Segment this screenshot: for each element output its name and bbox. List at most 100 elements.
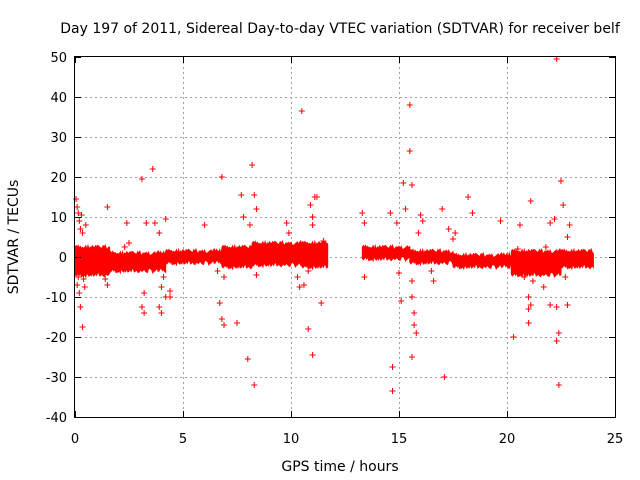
data-point — [221, 274, 228, 280]
data-point — [393, 220, 400, 226]
data-point — [167, 288, 174, 294]
data-point — [141, 310, 148, 316]
data-point — [568, 256, 575, 262]
data-point — [82, 222, 89, 228]
data-point — [558, 178, 564, 184]
data-point — [81, 284, 88, 290]
data-point — [285, 230, 292, 236]
y-tick-label: -10 — [46, 291, 67, 306]
data-point — [389, 364, 396, 370]
plot-frame — [74, 56, 616, 418]
axis-ticks: 0 5 10 15 20 25 -40 -30 -20 -10 0 10 20 30 40 50 — [46, 51, 624, 447]
data-point — [309, 222, 316, 228]
data-point — [143, 220, 150, 226]
data-point — [251, 382, 258, 388]
data-point — [73, 196, 80, 202]
data-point — [156, 304, 163, 310]
data-point — [445, 226, 452, 232]
data-point — [296, 284, 303, 290]
data-point — [104, 282, 111, 288]
data-point — [525, 306, 532, 312]
y-tick-label: -20 — [46, 331, 67, 346]
data-point — [415, 230, 422, 236]
dense-data-band — [301, 239, 329, 271]
data-point — [141, 290, 148, 296]
data-point — [234, 320, 240, 326]
data-point — [411, 310, 418, 316]
data-point — [406, 102, 413, 108]
data-point — [545, 252, 552, 258]
data-point — [160, 274, 167, 280]
data-point — [398, 298, 405, 304]
data-point — [253, 272, 260, 278]
data-point — [361, 274, 368, 280]
data-point — [305, 326, 312, 332]
data-point — [452, 230, 459, 236]
data-point — [553, 338, 560, 344]
x-tick-label: 15 — [391, 432, 408, 447]
data-point — [361, 220, 368, 226]
data-point — [244, 356, 251, 362]
data-point — [104, 204, 111, 210]
data-point — [106, 262, 113, 268]
data-point — [402, 206, 409, 212]
data-point — [441, 374, 448, 380]
data-point — [309, 352, 316, 358]
data-point — [75, 210, 82, 216]
data-point — [158, 310, 165, 316]
data-point — [564, 302, 571, 308]
chart-title: Day 197 of 2011, Sidereal Day-to-day VTE… — [60, 21, 621, 37]
data-point — [251, 192, 258, 198]
data-point — [408, 294, 415, 300]
data-point — [307, 202, 314, 208]
data-point — [359, 210, 366, 216]
data-point — [78, 266, 85, 272]
dense-data-band — [74, 243, 111, 279]
data-point — [218, 316, 225, 322]
data-point — [536, 270, 543, 276]
data-point — [246, 222, 253, 228]
data-point — [305, 268, 312, 274]
data-point — [77, 304, 84, 310]
dense-data-band — [361, 243, 411, 263]
dense-data-band — [165, 247, 223, 267]
data-point — [396, 270, 402, 276]
data-point — [408, 182, 415, 188]
y-tick-label: 10 — [50, 211, 67, 226]
x-tick-label: 25 — [607, 432, 624, 447]
data-point — [121, 244, 128, 250]
data-point — [253, 206, 260, 212]
data-point — [214, 268, 221, 274]
data-point — [387, 210, 394, 216]
data-point — [149, 166, 156, 172]
data-point — [158, 284, 165, 290]
data-point — [138, 176, 145, 182]
data-point — [408, 278, 415, 284]
y-tick-label: 40 — [50, 91, 67, 106]
dense-data-band — [409, 247, 454, 267]
data-point — [497, 218, 504, 224]
data-point — [566, 222, 573, 228]
data-point — [411, 322, 418, 328]
dense-data-band — [560, 247, 594, 271]
data-point — [76, 290, 83, 296]
x-tick-label: 5 — [179, 432, 187, 447]
data-point — [413, 330, 420, 336]
data-point — [75, 274, 82, 280]
data-point — [78, 212, 85, 218]
data-point — [516, 222, 523, 228]
data-point — [123, 220, 130, 226]
data-point — [218, 174, 225, 180]
data-point — [406, 148, 413, 154]
data-point — [465, 194, 472, 200]
data-point — [547, 302, 554, 308]
data-point — [320, 238, 327, 244]
data-point — [469, 210, 476, 216]
data-point — [510, 334, 517, 340]
x-tick-label: 20 — [499, 432, 516, 447]
data-point — [316, 258, 323, 264]
data-point — [318, 300, 325, 306]
data-point — [294, 274, 301, 280]
data-point — [126, 240, 132, 246]
